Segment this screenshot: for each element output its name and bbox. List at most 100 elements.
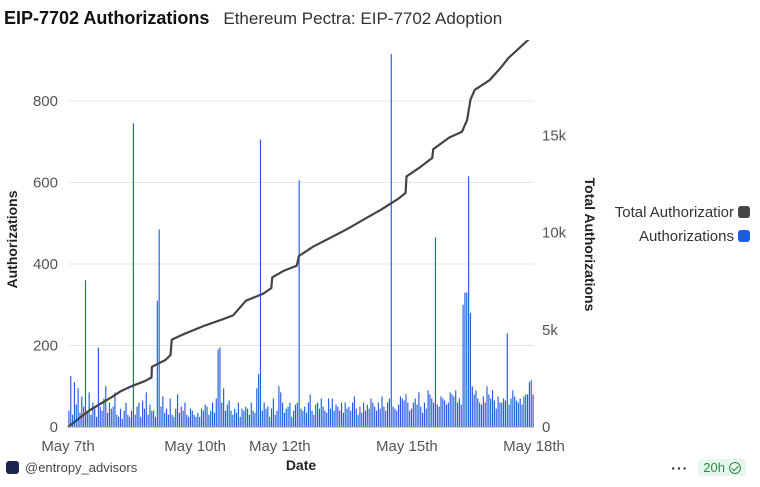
bar bbox=[143, 408, 146, 427]
x-tick-label: May 15th bbox=[376, 438, 438, 455]
bar bbox=[127, 414, 129, 427]
bar bbox=[495, 408, 497, 427]
bar bbox=[418, 392, 420, 427]
bar bbox=[77, 388, 79, 427]
bar bbox=[195, 416, 197, 427]
bar bbox=[427, 390, 429, 427]
bar bbox=[178, 412, 180, 427]
bar bbox=[208, 414, 210, 427]
y-tick-label: 800 bbox=[33, 93, 58, 110]
bar bbox=[182, 410, 184, 427]
bar bbox=[311, 410, 313, 427]
bar bbox=[167, 414, 169, 427]
bar bbox=[407, 402, 409, 427]
bar bbox=[95, 416, 98, 427]
bar bbox=[132, 123, 134, 427]
bar bbox=[304, 406, 306, 427]
bar bbox=[165, 408, 168, 427]
bar bbox=[296, 402, 298, 427]
bar bbox=[81, 396, 83, 427]
bar bbox=[226, 404, 228, 427]
bar bbox=[184, 402, 186, 427]
bar bbox=[506, 333, 508, 427]
bar bbox=[243, 410, 245, 427]
bar bbox=[431, 398, 433, 427]
bar bbox=[191, 410, 193, 427]
bar bbox=[438, 406, 440, 427]
bar bbox=[307, 402, 309, 427]
bar bbox=[204, 404, 206, 427]
bar bbox=[234, 408, 236, 427]
bar bbox=[123, 410, 125, 427]
bar bbox=[245, 406, 247, 427]
bar bbox=[173, 416, 175, 427]
bar bbox=[305, 412, 308, 427]
bar bbox=[138, 402, 140, 427]
bar bbox=[434, 237, 437, 427]
bar bbox=[235, 412, 238, 427]
bar bbox=[241, 408, 243, 427]
bar bbox=[403, 400, 405, 427]
bar bbox=[154, 416, 157, 427]
bar bbox=[412, 402, 414, 427]
legend-label-authorizations: Authorizations bbox=[638, 227, 734, 245]
bar bbox=[287, 406, 289, 427]
legend-item-total[interactable]: Total Authorizatior bbox=[590, 200, 750, 224]
chart-header: EIP-7702 Authorizations Ethereum Pectra:… bbox=[4, 8, 502, 32]
bar bbox=[462, 304, 464, 427]
bar bbox=[324, 410, 326, 427]
bar bbox=[436, 404, 438, 427]
refresh-age: 20h bbox=[703, 460, 725, 475]
bar bbox=[326, 412, 328, 427]
bar bbox=[528, 382, 530, 427]
y-tick-label: 600 bbox=[33, 174, 58, 191]
bar bbox=[215, 398, 217, 427]
legend-swatch-authorizations bbox=[738, 230, 750, 242]
bar bbox=[258, 374, 260, 427]
bar bbox=[490, 398, 492, 427]
bar bbox=[189, 408, 192, 427]
bar bbox=[342, 412, 344, 427]
bar bbox=[293, 410, 295, 427]
refresh-badge[interactable]: 20h bbox=[698, 459, 746, 476]
bar bbox=[70, 376, 72, 427]
bar bbox=[530, 380, 532, 428]
bar bbox=[385, 410, 387, 427]
bar bbox=[468, 176, 470, 427]
legend-item-authorizations[interactable]: Authorizations bbox=[590, 224, 750, 248]
bar bbox=[456, 402, 459, 427]
bar bbox=[480, 404, 483, 427]
bar bbox=[112, 406, 114, 427]
bar bbox=[282, 402, 284, 427]
bar bbox=[471, 386, 473, 427]
bar bbox=[118, 416, 120, 427]
bar bbox=[116, 414, 118, 427]
bar bbox=[92, 402, 94, 427]
y2-tick-label: 5k bbox=[542, 322, 558, 339]
bar bbox=[346, 408, 348, 427]
bar bbox=[219, 347, 221, 427]
bar bbox=[379, 408, 381, 427]
bar bbox=[84, 280, 87, 427]
y2-tick-label: 15k bbox=[542, 128, 567, 145]
bar bbox=[86, 410, 88, 427]
bar bbox=[510, 398, 512, 427]
bar bbox=[188, 416, 190, 427]
bar bbox=[265, 408, 267, 427]
x-tick-label: May 7th bbox=[41, 438, 94, 455]
bar bbox=[94, 408, 96, 427]
bar bbox=[278, 386, 280, 427]
x-tick-label: May 10th bbox=[164, 438, 226, 455]
bar bbox=[348, 406, 350, 427]
bar bbox=[108, 402, 111, 427]
bar bbox=[210, 410, 212, 427]
bar bbox=[521, 404, 523, 427]
more-options-icon[interactable]: ··· bbox=[671, 459, 689, 476]
bar bbox=[387, 402, 389, 427]
bar bbox=[130, 410, 133, 427]
author-attribution[interactable]: @entropy_advisors bbox=[6, 460, 137, 475]
bar bbox=[329, 408, 332, 427]
bar bbox=[162, 396, 164, 427]
bar bbox=[252, 410, 254, 427]
bar bbox=[256, 388, 258, 427]
